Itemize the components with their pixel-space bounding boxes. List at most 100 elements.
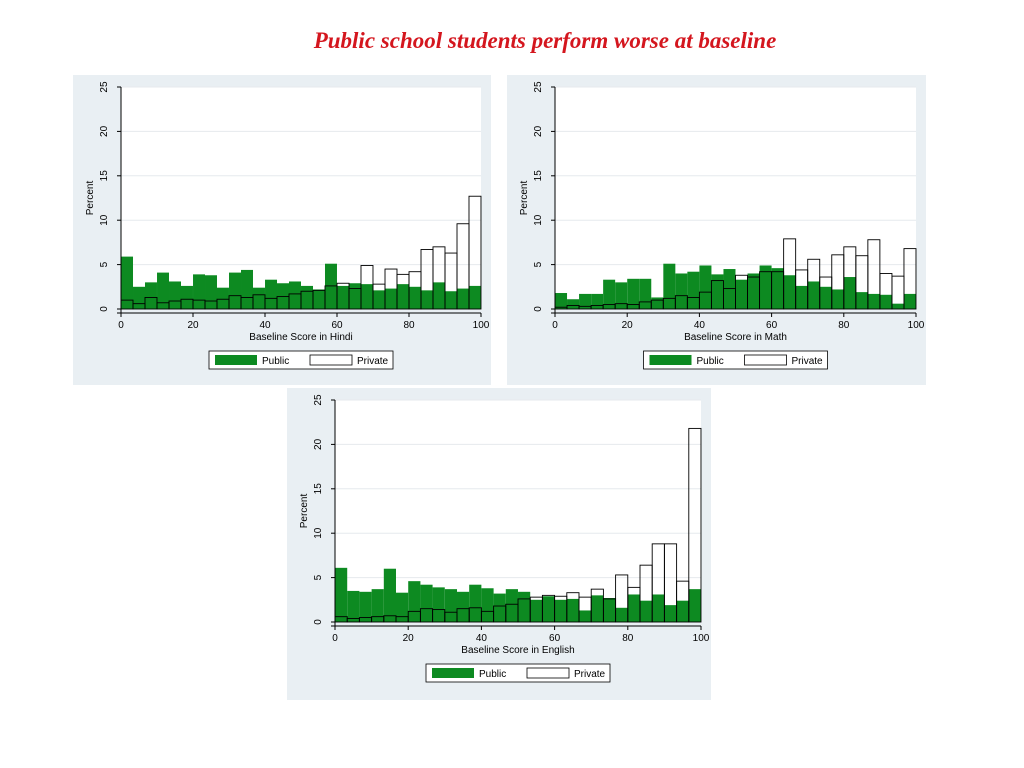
chart-hindi: 0 5 10 15 20 25 0 20 40 60 80 100 Baseline Score in … [85, 81, 490, 370]
legend-label-public: Public [697, 356, 724, 367]
bar-public [301, 285, 314, 309]
bar-public [518, 591, 531, 622]
bar-public [615, 282, 628, 309]
y-tick-label: 0 [533, 306, 544, 312]
x-tick-label: 60 [331, 320, 343, 331]
y-tick-label: 20 [533, 125, 544, 137]
x-tick-label: 0 [118, 320, 124, 331]
bar-public [759, 265, 772, 309]
bar-public [783, 275, 796, 309]
bar-public [229, 272, 242, 309]
bar-public [241, 269, 253, 309]
legend-swatch-private [309, 354, 353, 366]
bar-public [591, 293, 604, 309]
bar-public [591, 595, 604, 622]
bar-public [432, 587, 445, 622]
bar-public [216, 287, 229, 309]
bar-public [627, 278, 640, 309]
bar-public [432, 282, 445, 309]
legend-swatch-private [526, 667, 570, 679]
bar-public [180, 285, 193, 309]
bar-public [408, 581, 421, 622]
bar-public [711, 274, 724, 309]
bar-public [891, 303, 904, 309]
bar-public [457, 288, 469, 309]
y-axis-title: Percent [299, 494, 310, 529]
bar-public [603, 598, 616, 622]
bar-public [193, 274, 206, 309]
bar-public [795, 285, 808, 309]
legend-label-public: Public [479, 669, 506, 680]
bar-public [121, 256, 134, 309]
legend: Public Private [425, 663, 611, 683]
bar-public [651, 297, 664, 309]
bar-public [395, 592, 409, 622]
bar-public [831, 289, 844, 309]
bar-public [252, 287, 265, 309]
bar-public [385, 288, 397, 309]
x-tick-label: 100 [908, 320, 925, 331]
bar-public [371, 589, 384, 622]
legend-swatch-public [649, 355, 692, 365]
x-tick-label: 20 [403, 633, 415, 644]
bar-public [444, 589, 458, 622]
bar-public [144, 282, 157, 309]
y-tick-label: 20 [99, 125, 110, 137]
bar-public [747, 273, 760, 309]
legend-swatch-public [215, 355, 257, 365]
bar-public [360, 284, 373, 309]
y-tick-label: 5 [99, 261, 110, 267]
y-tick-label: 20 [313, 438, 324, 450]
x-tick-label: 20 [187, 320, 199, 331]
bar-public [349, 283, 361, 309]
bar-public [627, 594, 641, 622]
legend-label-private: Private [574, 669, 606, 680]
bar-public [807, 281, 820, 309]
x-tick-label: 0 [332, 633, 338, 644]
bar-public [347, 590, 360, 622]
chart-english: 0 5 10 15 20 25 0 20 40 60 80 100 Baseline Score in … [299, 394, 710, 683]
bar-public [687, 271, 700, 309]
y-tick-label: 15 [99, 170, 110, 182]
bar-public [554, 599, 567, 622]
bar-public [493, 593, 506, 622]
bar-public [457, 591, 470, 622]
bar-public [359, 591, 372, 622]
bar-public [879, 294, 892, 309]
bar-public [579, 293, 592, 309]
bar-public [676, 600, 689, 622]
x-axis-title: Baseline Score in Math [684, 332, 787, 343]
bar-public [421, 290, 433, 309]
bar-public [699, 265, 712, 309]
bar-public [530, 599, 543, 622]
chart-panel-english: 0 5 10 15 20 25 0 20 40 60 80 100 Baseline Score in … [287, 388, 711, 700]
bar-public [566, 598, 579, 622]
y-tick-label: 10 [313, 527, 324, 539]
bar-public [664, 605, 677, 622]
y-tick-label: 15 [313, 483, 324, 495]
bar-public [265, 279, 278, 309]
bar-public [819, 286, 832, 309]
x-tick-label: 40 [694, 320, 706, 331]
bar-public [688, 589, 701, 622]
bar-public [640, 600, 653, 622]
bar-public [843, 277, 856, 309]
bar-public [409, 286, 422, 309]
y-tick-label: 25 [313, 394, 324, 406]
x-tick-label: 80 [622, 633, 634, 644]
bar-public [652, 594, 665, 622]
legend-label-private: Private [357, 356, 389, 367]
bar-public [420, 584, 433, 622]
bar-public [481, 588, 494, 622]
bar-public [335, 567, 348, 622]
y-tick-label: 10 [533, 214, 544, 226]
bar-public [313, 289, 325, 309]
bar-public [542, 596, 555, 622]
legend-swatch-private [744, 354, 787, 366]
bar-private [468, 195, 482, 310]
bar-public [373, 290, 386, 309]
x-tick-label: 20 [622, 320, 634, 331]
y-axis-title: Percent [519, 181, 530, 216]
y-tick-label: 5 [313, 574, 324, 580]
y-axis-title: Percent [85, 181, 96, 216]
